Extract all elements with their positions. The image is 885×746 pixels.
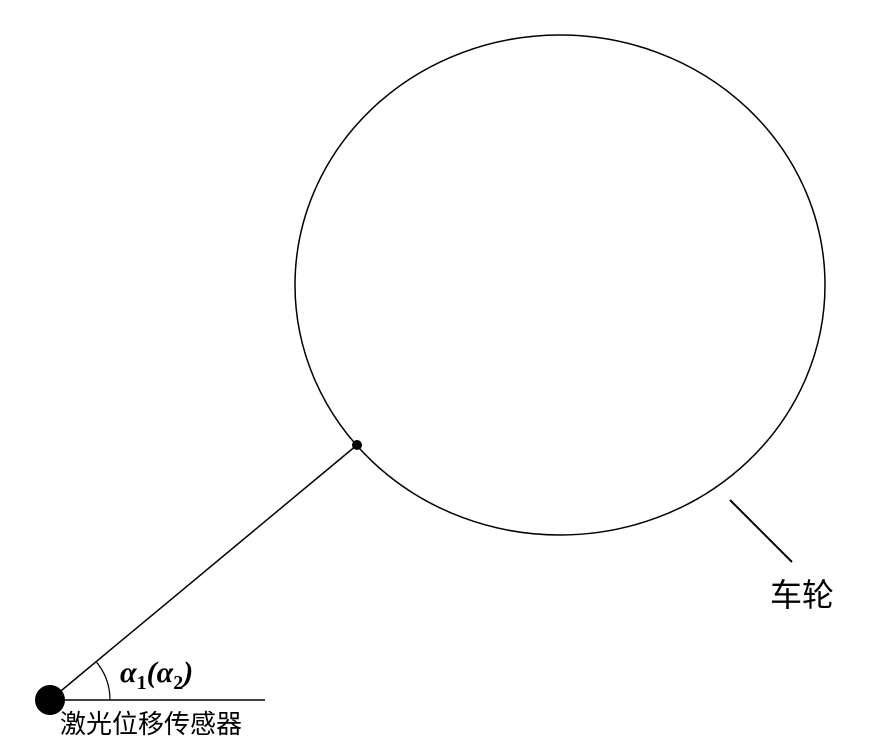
diagram-canvas	[0, 0, 885, 746]
angle-sub1: 1	[137, 672, 147, 694]
wheel-label: 车轮	[770, 570, 834, 616]
angle-paren-open: (	[147, 656, 157, 689]
angle-paren-close: )	[183, 656, 193, 689]
wheel-tick	[730, 500, 792, 562]
wheel-ellipse	[295, 35, 825, 535]
angle-alpha2: α	[157, 656, 174, 689]
tangent-point	[352, 440, 362, 450]
angle-label: α1(α2)	[120, 656, 193, 695]
angle-arc	[96, 661, 110, 700]
angle-alpha1: α	[120, 656, 137, 689]
angle-sub2: 2	[173, 672, 183, 694]
sensor-label: 激光位移传感器	[60, 704, 242, 741]
